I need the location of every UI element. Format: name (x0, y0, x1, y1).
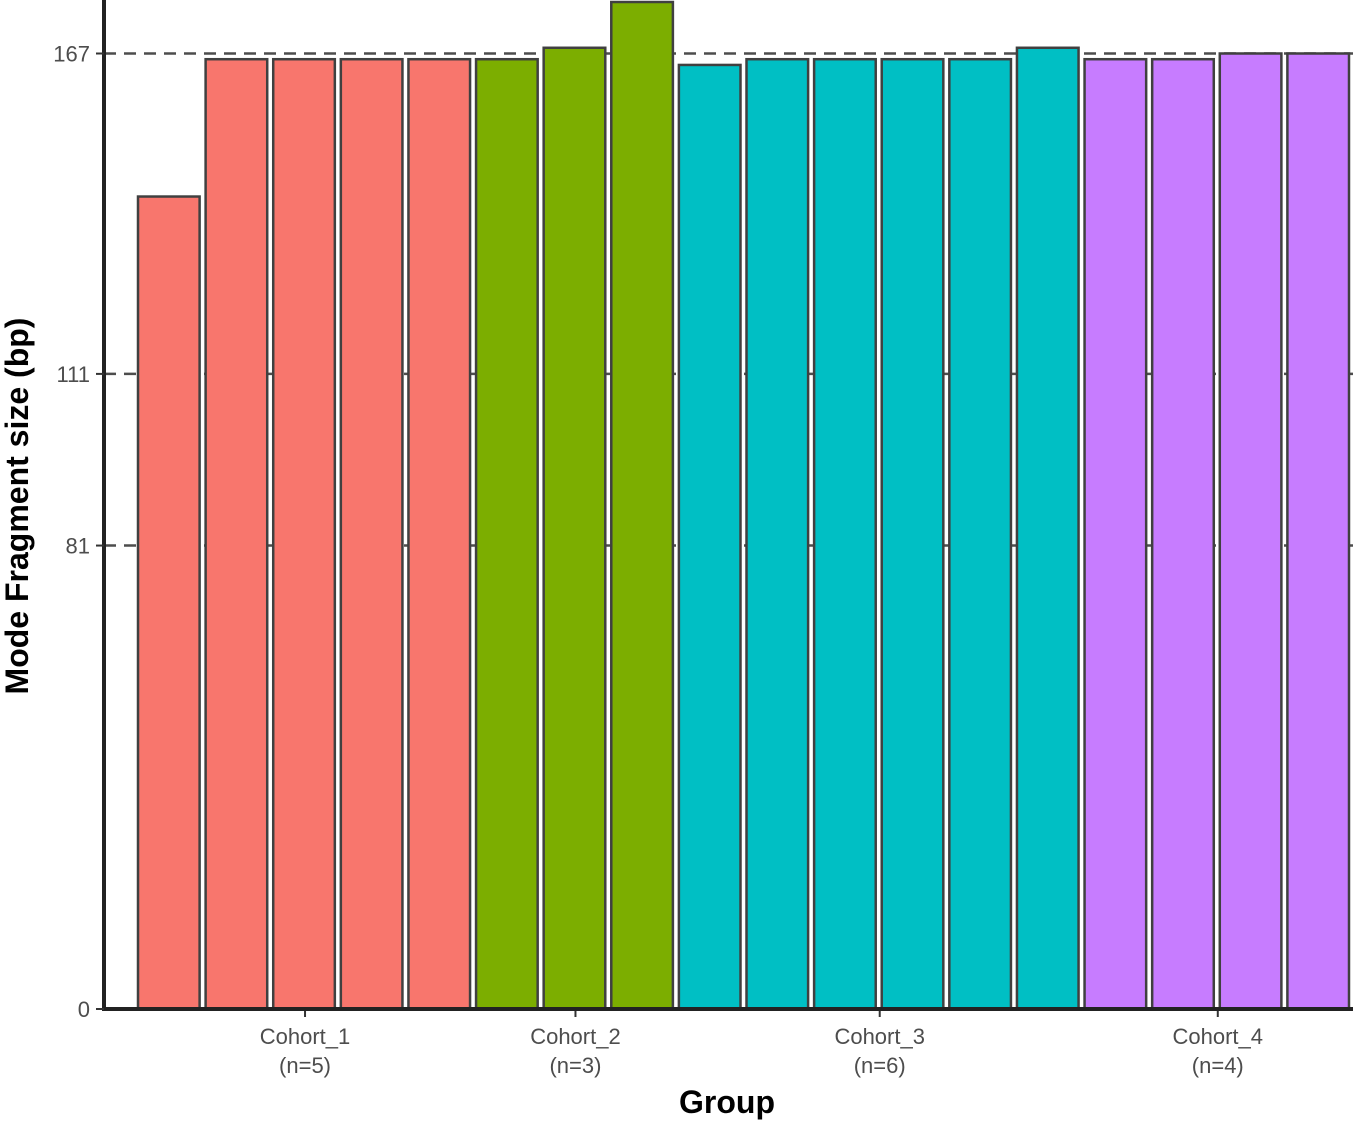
bar-cohort-1-1 (136, 195, 201, 1011)
x-category-label: Cohort_3 (834, 1024, 925, 1049)
bar-cohort-3-1 (677, 63, 742, 1011)
y-tick-label: 167 (53, 41, 90, 66)
x-category-count-label: (n=6) (854, 1053, 906, 1078)
y-tick-label: 0 (78, 997, 90, 1022)
x-category-count-label: (n=3) (549, 1053, 601, 1078)
bar-cohort-1-3 (271, 57, 337, 1011)
x-category-label: Cohort_1 (260, 1024, 351, 1049)
x-category-label: Cohort_4 (1173, 1024, 1264, 1049)
bar-cohort-2-2 (542, 46, 607, 1011)
bar-cohort-4-2 (1150, 57, 1216, 1011)
x-axis-title: Group (679, 1084, 775, 1120)
bar-cohort-4-3 (1218, 52, 1283, 1011)
x-category-count-label: (n=5) (279, 1053, 331, 1078)
bars (136, 0, 1351, 1011)
bar-cohort-3-3 (812, 57, 877, 1011)
axes (102, 0, 1353, 1011)
bar-cohort-3-4 (880, 57, 945, 1011)
x-category-label: Cohort_2 (530, 1024, 621, 1049)
bar-cohort-4-1 (1083, 57, 1148, 1011)
y-ticks: 0 81 111 167 (53, 41, 104, 1022)
bar-cohort-3-2 (745, 57, 810, 1011)
bar-cohort-1-5 (407, 57, 472, 1011)
x-category-labels: Cohort_1 (n=5) Cohort_2 (n=3) Cohort_3 (n=6) C… (260, 1011, 1263, 1078)
bar-cohort-3-5 (948, 57, 1013, 1011)
bar-cohort-4-4 (1286, 52, 1351, 1011)
y-axis-title: Mode Fragment size (bp) (0, 318, 35, 695)
bar-cohort-1-2 (204, 57, 269, 1011)
bar-cohort-3-6 (1015, 46, 1080, 1011)
bar-cohort-2-1 (474, 57, 539, 1011)
bar-cohort-1-4 (339, 57, 404, 1011)
y-tick-label: 81 (66, 534, 90, 559)
y-tick-label: 111 (57, 362, 90, 387)
x-category-count-label: (n=4) (1192, 1053, 1244, 1078)
bar-cohort-2-3 (610, 0, 675, 1011)
